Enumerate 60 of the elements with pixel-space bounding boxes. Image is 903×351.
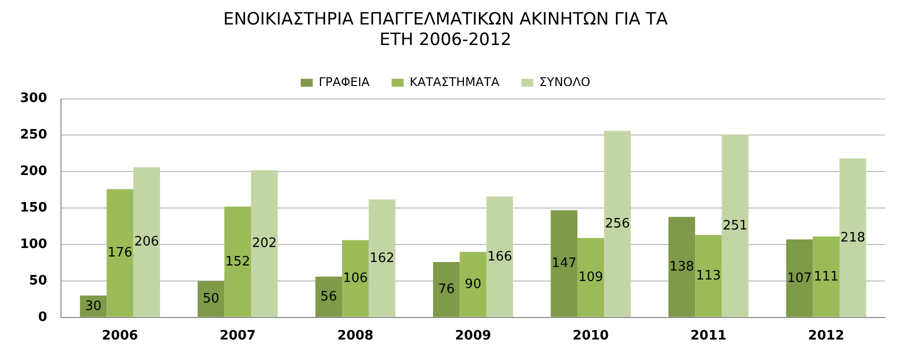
y-tick-label: 200 [20,164,48,180]
bar [839,158,866,317]
data-label: 138 [669,259,694,274]
bar [604,130,631,317]
x-tick-label: 2011 [690,328,727,344]
bar [695,235,722,317]
data-label: 152 [225,254,250,270]
bar [251,170,278,317]
bar [486,196,514,317]
text: ΕΝΟΙΚΙΑΣΤΗΡΙΑ ΕΠΑΓΓΕΛΜΑΤΙΚΩΝ ΑΚΙΝΗΤΩΝ ΓΙΑ ΤΑ [223,10,668,30]
data-label: 176 [108,246,132,261]
y-tick-label: 300 [20,91,48,106]
text: ΕΤΗ 2006-2012 [380,30,512,50]
legend-label: ΓΡΑΦΕΙΑ [318,74,370,89]
bar [786,239,813,317]
x-tick-label: 2012 [808,328,844,344]
bar [315,276,342,317]
x-tick-label: 2006 [102,328,138,344]
y-tick-label: 250 [20,128,48,143]
data-label: 202 [252,236,277,252]
data-label: 147 [552,256,576,272]
bar [577,238,604,317]
y-tick-label: 100 [20,236,48,252]
data-label: 30 [85,298,102,314]
x-tick-label: 2008 [337,328,374,344]
data-label: 206 [134,234,160,250]
data-label: 162 [370,250,394,266]
bar [198,280,224,317]
y-tick-label: 50 [29,273,48,288]
bar [342,240,369,317]
bar [133,167,160,317]
data-label: 106 [342,271,368,286]
bar [668,216,696,317]
bar [460,252,486,317]
data-label: 251 [722,218,748,234]
data-label: 109 [578,270,604,286]
y-tick-label: 150 [20,200,48,216]
data-label: 113 [696,268,721,284]
data-label: 50 [202,292,220,307]
legend-label: ΣΥΝΟΛΟ [539,74,590,89]
x-tick-label: 2009 [454,328,492,344]
bar [368,199,396,317]
bar [224,206,252,317]
bar [722,134,748,317]
data-label: 56 [320,289,337,304]
data-label: 111 [814,269,839,284]
bar [106,189,134,317]
data-label: 166 [487,249,512,264]
data-label: 256 [605,216,630,232]
y-tick-label: 0 [38,310,48,325]
data-label: 90 [464,276,482,292]
data-label: 107 [787,270,812,286]
data-label: 76 [438,282,455,298]
bar [550,210,578,317]
bar [812,236,840,317]
x-tick-label: 2007 [220,328,256,344]
bar [433,262,460,317]
data-label: 218 [840,230,866,246]
legend-label: ΚΑΤΑΣΤΗΜΑΤΑ [410,74,500,89]
x-tick-label: 2010 [572,328,609,344]
